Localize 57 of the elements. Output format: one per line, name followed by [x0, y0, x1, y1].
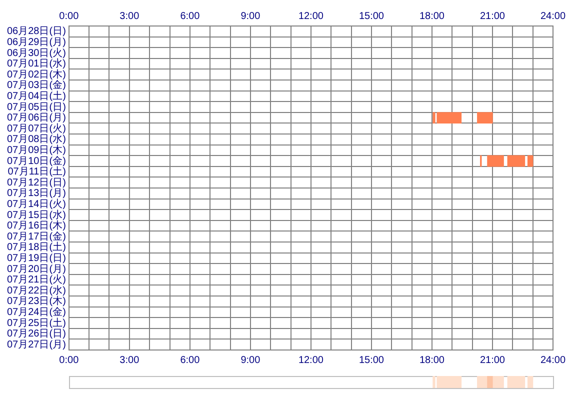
- y-tick-label: 07月26日(日): [7, 328, 66, 340]
- y-tick-label: 07月18日(土): [7, 241, 66, 254]
- y-tick-label: 07月19日(日): [7, 252, 66, 264]
- y-tick-label: 07月23日(木): [7, 295, 66, 308]
- y-tick-label: 07月20日(月): [7, 264, 66, 275]
- y-tick-label: 07月05日(日): [7, 102, 66, 113]
- x2-tick-label: 18:00: [419, 10, 445, 22]
- y-tick-label: 07月21日(火): [7, 274, 66, 286]
- y-tick-label: 06月29日(月): [7, 36, 66, 48]
- y-tick-label: 07月10日(金): [7, 154, 66, 167]
- y-tick-label: 06月30日(火): [7, 46, 66, 59]
- y-tick-label: 07月02日(木): [7, 68, 66, 80]
- x-tick-label: 12:00: [298, 354, 324, 366]
- bar: [487, 155, 504, 167]
- y-tick-label: 07月11日(土): [8, 166, 66, 178]
- x2-tick-label: 0:00: [59, 10, 80, 22]
- y-tick-label: 07月09日(木): [7, 144, 66, 156]
- x2-tick-label: 15:00: [358, 10, 384, 22]
- x2-tick-label: 3:00: [120, 10, 140, 22]
- y-tick-label: 07月14日(火): [7, 198, 66, 210]
- bar: [436, 376, 462, 388]
- x2-tick-label: 24:00: [540, 10, 566, 22]
- x2-tick-label: 6:00: [180, 10, 200, 22]
- y-tick-label: 07月04日(土): [7, 90, 66, 102]
- x-tick-label: 9:00: [240, 354, 261, 366]
- y-tick-label: 07月25日(土): [7, 316, 66, 329]
- y-tick-label: 07月27日(月): [7, 339, 66, 350]
- y-tick-label: 07月08日(水): [7, 133, 66, 146]
- y-tick-label: 07月07日(火): [7, 122, 66, 134]
- y-tick-label: 06月28日(日): [7, 26, 66, 38]
- bar: [487, 376, 493, 388]
- x-tick-label: 18:00: [419, 354, 445, 366]
- x2-tick-label: 9:00: [240, 10, 261, 22]
- y-tick-label: 07月06日(月): [7, 112, 66, 124]
- x-tick-label: 24:00: [540, 354, 566, 366]
- x2-tick-label: 12:00: [298, 10, 324, 22]
- x-tick-label: 0:00: [59, 354, 80, 366]
- y-tick-label: 07月16日(木): [7, 220, 66, 232]
- bar: [527, 376, 534, 388]
- x-tick-label: 6:00: [180, 354, 200, 366]
- x-tick-label: 15:00: [358, 354, 384, 366]
- y-tick-label: 07月01日(水): [7, 58, 66, 70]
- x-tick-label: 21:00: [480, 354, 506, 366]
- bar: [507, 376, 526, 388]
- bar: [436, 112, 462, 124]
- y-tick-label: 07月22日(水): [7, 284, 66, 296]
- y-tick-label: 07月03日(金): [7, 79, 66, 92]
- y-tick-label: 07月15日(水): [7, 208, 66, 221]
- y-tick-label: 07月24日(金): [7, 306, 66, 318]
- y-tick-label: 07月13日(月): [7, 188, 66, 200]
- bar: [477, 112, 493, 124]
- y-tick-label: 07月17日(金): [7, 230, 66, 242]
- y-tick-label: 07月12日(日): [7, 177, 66, 188]
- x-tick-label: 3:00: [120, 354, 140, 366]
- x2-tick-label: 21:00: [480, 10, 506, 22]
- bar: [507, 155, 526, 167]
- bar: [527, 155, 534, 167]
